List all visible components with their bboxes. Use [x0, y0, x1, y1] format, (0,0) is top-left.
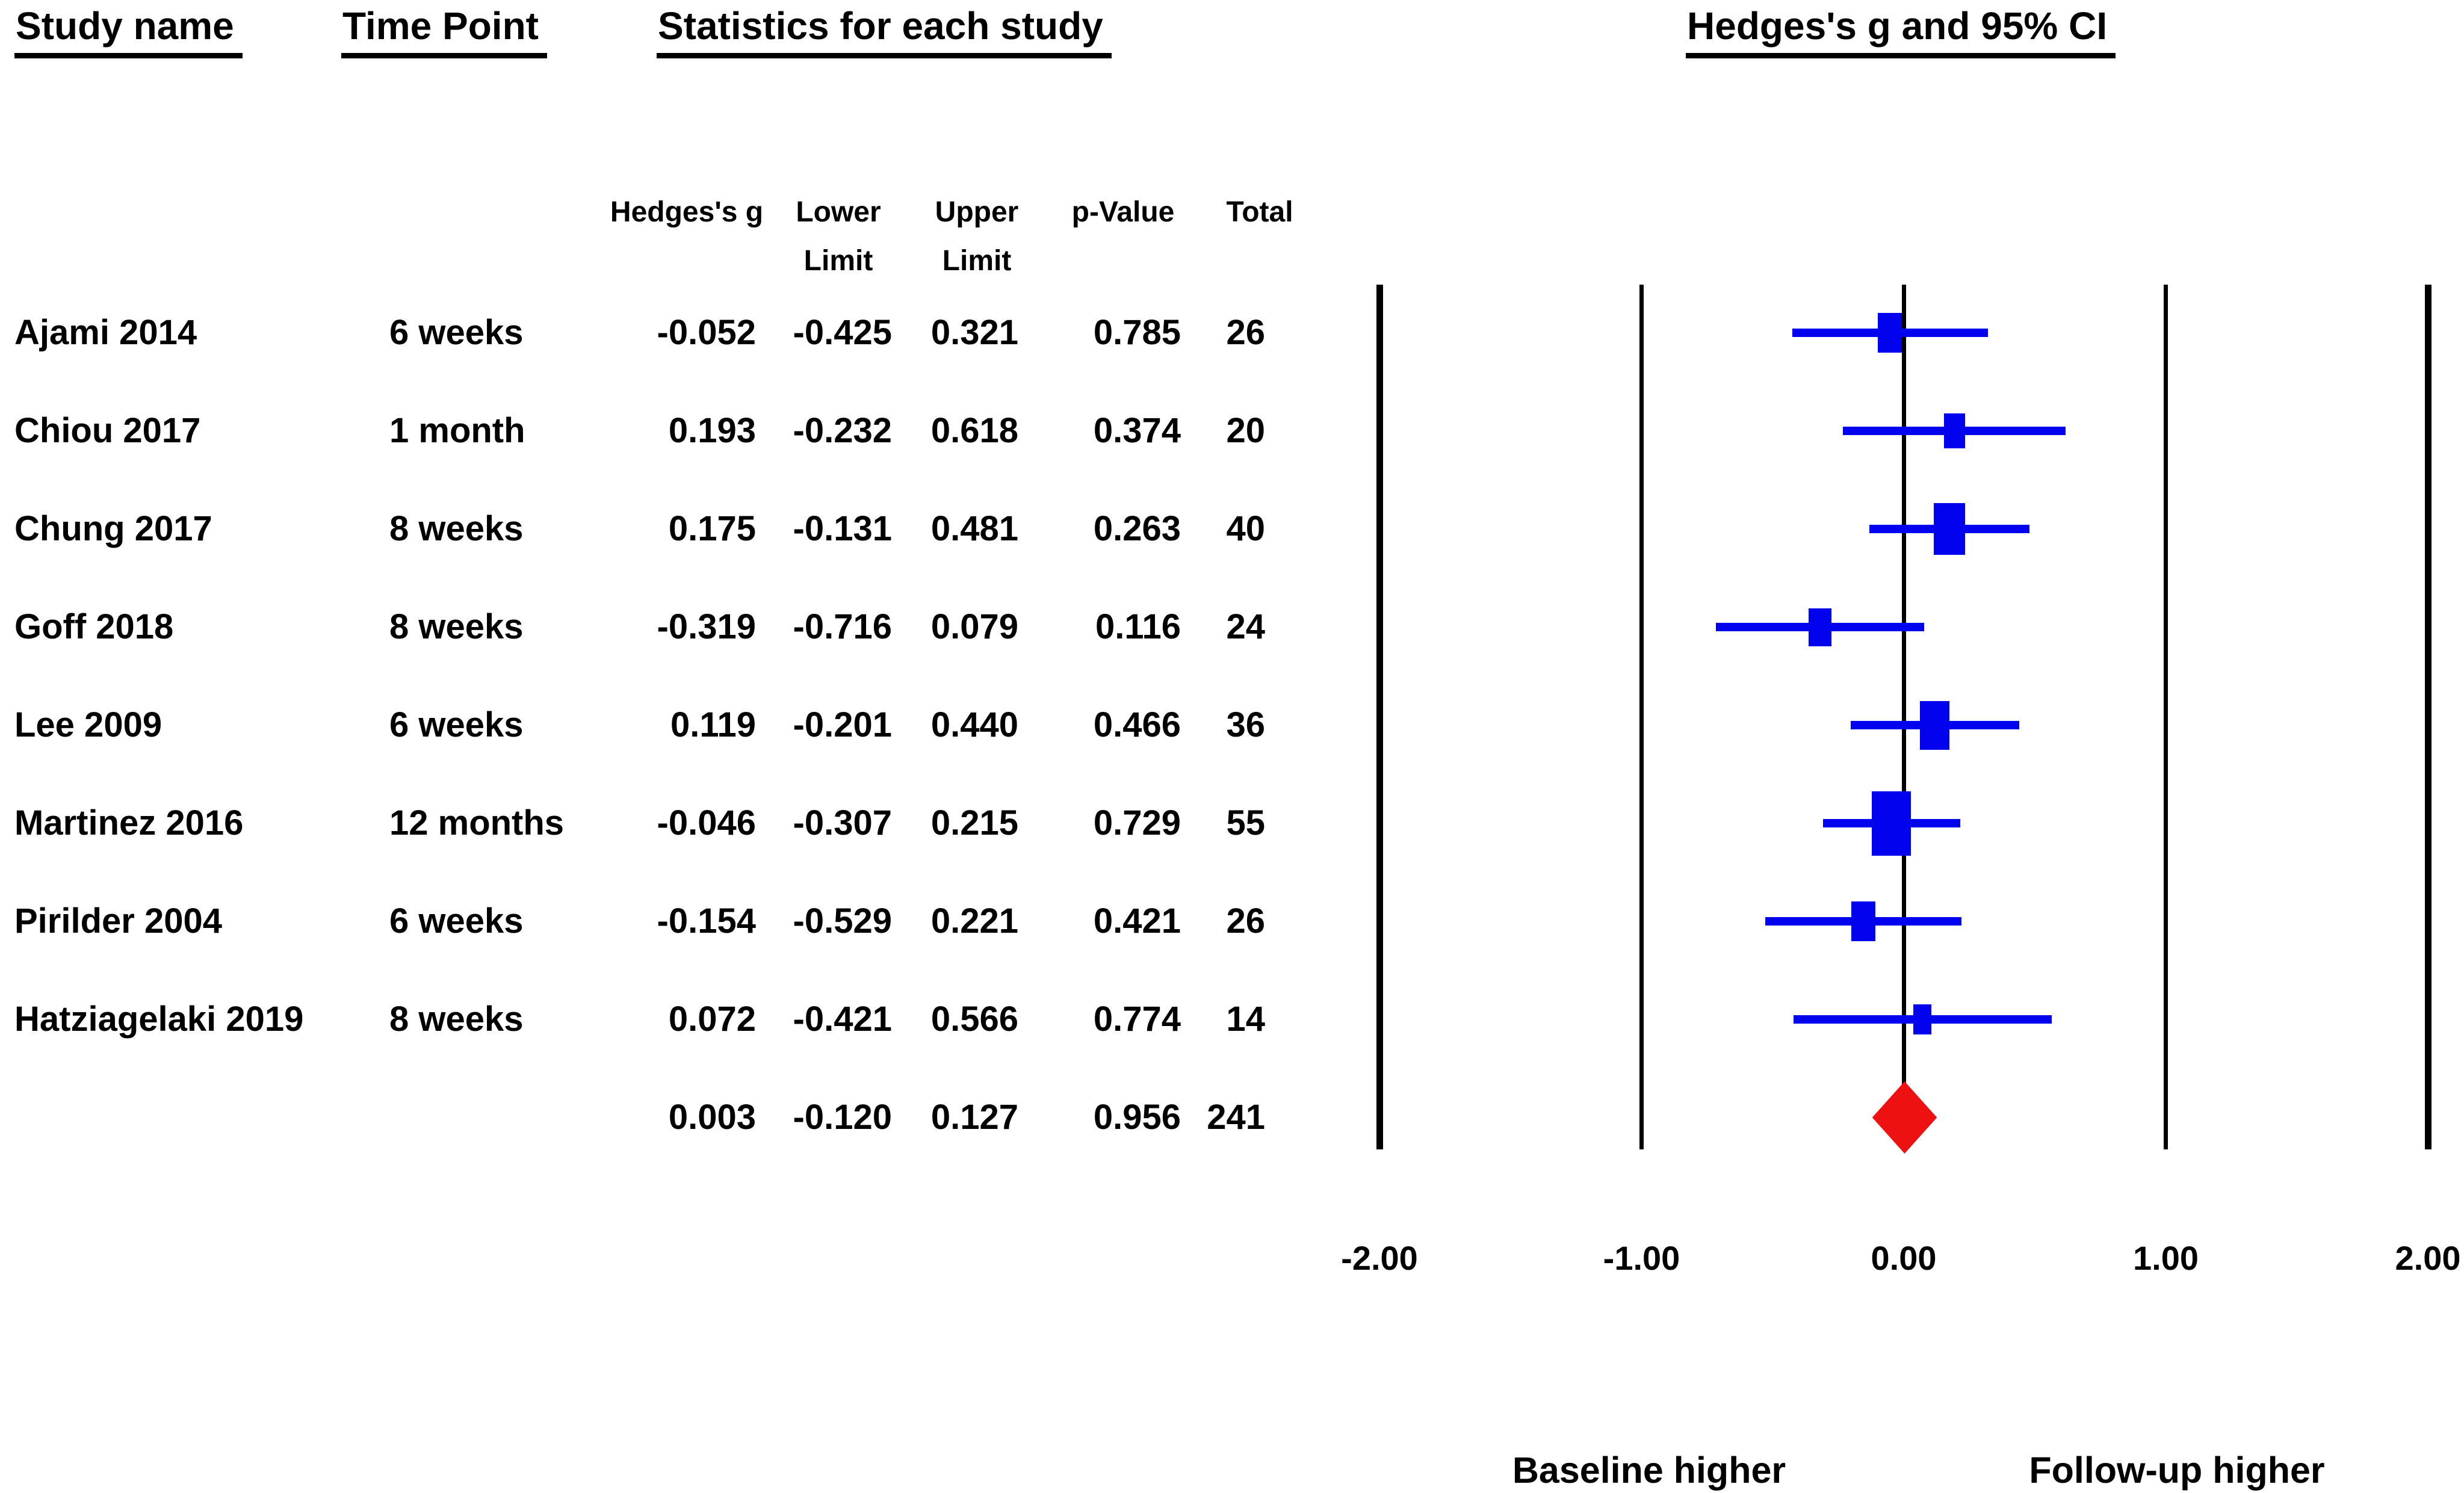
upper-limit-cell: 0.321 [930, 313, 1018, 352]
point-estimate-marker [1943, 413, 1965, 448]
total-cell: 20 [1226, 411, 1265, 450]
axis-gridline [1376, 285, 1383, 1149]
axis-gridline [2424, 285, 2431, 1149]
total-cell: 26 [1226, 313, 1265, 352]
subheader-p-value: p-Value [1071, 196, 1175, 228]
column-header-plot-title: Hedges's g and 95% CI [1686, 5, 2116, 58]
lower-limit-cell: -0.425 [793, 313, 892, 352]
time-point-cell: 8 weeks [389, 509, 524, 548]
time-point-cell: 8 weeks [389, 1000, 524, 1039]
upper-limit-cell: 0.079 [930, 607, 1018, 646]
point-estimate-marker [1913, 1004, 1932, 1034]
lower-limit-cell: -0.131 [793, 509, 892, 548]
axis-gridline [2164, 285, 2168, 1149]
study-name-cell: Pirilder 2004 [14, 901, 222, 941]
axis-tick-label: -2.00 [1341, 1239, 1418, 1277]
point-estimate-marker [1934, 503, 1966, 555]
p-value-cell: 0.374 [1093, 411, 1181, 450]
study-name-cell: Chung 2017 [14, 509, 212, 548]
study-name-cell: Ajami 2014 [14, 313, 197, 352]
time-point-cell: 6 weeks [389, 705, 524, 744]
point-estimate-marker [1920, 700, 1950, 750]
total-cell: 241 [1207, 1098, 1265, 1137]
total-cell: 24 [1226, 607, 1265, 646]
upper-limit-cell: 0.215 [930, 803, 1018, 842]
lower-limit-cell: -0.421 [793, 1000, 892, 1039]
hedges-g-cell: 0.175 [668, 509, 756, 548]
axis-gridline [1639, 285, 1644, 1149]
hedges-g-cell: -0.046 [657, 803, 756, 842]
p-value-cell: 0.421 [1093, 901, 1181, 941]
lower-limit-cell: -0.716 [793, 607, 892, 646]
study-name-cell: Chiou 2017 [14, 411, 201, 450]
follow-up-higher-label: Follow-up higher [2029, 1450, 2325, 1491]
lower-limit-cell: -0.307 [793, 803, 892, 842]
total-cell: 40 [1226, 509, 1265, 548]
subheader-hedges-g: Hedges's g [610, 196, 764, 228]
baseline-higher-label: Baseline higher [1512, 1450, 1786, 1491]
time-point-cell: 1 month [389, 411, 525, 450]
p-value-cell: 0.956 [1093, 1098, 1181, 1137]
point-estimate-marker [1872, 791, 1911, 856]
axis-tick-label: 2.00 [2395, 1239, 2461, 1277]
p-value-cell: 0.729 [1093, 803, 1181, 842]
axis-tick-label: 0.00 [1871, 1239, 1937, 1277]
subheader-lower-limit: Lower Limit [796, 196, 881, 277]
p-value-cell: 0.116 [1095, 607, 1181, 646]
lower-limit-cell: -0.120 [793, 1098, 892, 1137]
summary-diamond [1872, 1081, 1937, 1154]
lower-limit-cell: -0.529 [793, 901, 892, 941]
hedges-g-cell: -0.052 [657, 313, 756, 352]
column-header-time-point: Time Point [341, 5, 547, 58]
axis-gridline [1901, 285, 1906, 1149]
upper-limit-cell: 0.221 [930, 901, 1018, 941]
total-cell: 26 [1226, 901, 1265, 941]
axis-tick-label: -1.00 [1603, 1239, 1680, 1277]
p-value-cell: 0.785 [1093, 313, 1181, 352]
p-value-cell: 0.263 [1093, 509, 1181, 548]
time-point-cell: 6 weeks [389, 901, 524, 941]
upper-limit-cell: 0.127 [930, 1098, 1018, 1137]
axis-tick-label: 1.00 [2133, 1239, 2199, 1277]
upper-limit-cell: 0.566 [930, 1000, 1018, 1039]
hedges-g-cell: 0.003 [668, 1098, 756, 1137]
point-estimate-marker [1851, 901, 1875, 941]
total-cell: 55 [1226, 803, 1265, 842]
study-name-cell: Hatziagelaki 2019 [14, 1000, 304, 1039]
total-cell: 14 [1226, 1000, 1265, 1039]
subheader-upper-limit: Upper Limit [935, 196, 1019, 277]
total-cell: 36 [1226, 705, 1265, 744]
point-estimate-marker [1878, 313, 1902, 353]
upper-limit-cell: 0.481 [930, 509, 1018, 548]
upper-limit-cell: 0.618 [930, 411, 1018, 450]
hedges-g-cell: 0.072 [668, 1000, 756, 1039]
p-value-cell: 0.774 [1093, 1000, 1181, 1039]
p-value-cell: 0.466 [1093, 705, 1181, 744]
hedges-g-cell: 0.193 [668, 411, 756, 450]
time-point-cell: 12 months [389, 803, 565, 842]
study-name-cell: Martinez 2016 [14, 803, 244, 842]
study-name-cell: Lee 2009 [14, 705, 163, 744]
hedges-g-cell: 0.119 [670, 705, 756, 744]
column-header-statistics: Statistics for each study [657, 5, 1112, 58]
point-estimate-marker [1809, 608, 1832, 646]
hedges-g-cell: -0.319 [657, 607, 756, 646]
time-point-cell: 6 weeks [389, 313, 524, 352]
time-point-cell: 8 weeks [389, 607, 524, 646]
hedges-g-cell: -0.154 [657, 901, 756, 941]
upper-limit-cell: 0.440 [930, 705, 1018, 744]
column-header-study-name: Study name [14, 5, 243, 58]
lower-limit-cell: -0.201 [793, 705, 892, 744]
lower-limit-cell: -0.232 [793, 411, 892, 450]
study-name-cell: Goff 2018 [14, 607, 174, 646]
subheader-total: Total [1226, 196, 1293, 228]
